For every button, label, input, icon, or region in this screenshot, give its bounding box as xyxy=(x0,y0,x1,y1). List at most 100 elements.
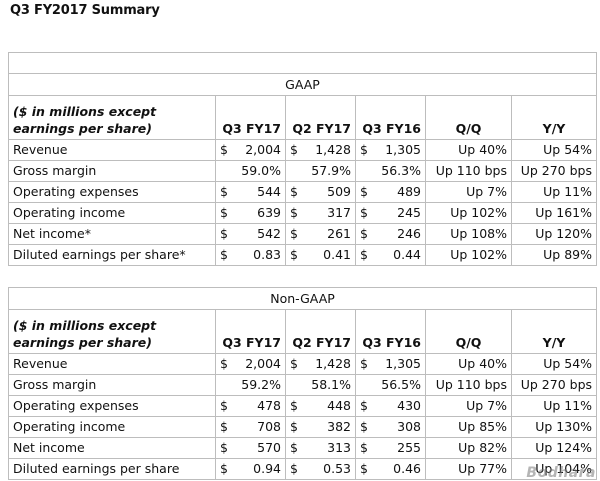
table-row: Gross margin 59.0% 57.9% 56.3% Up 110 bps Up … xyxy=(8,160,597,182)
watermark-logo: Bodhara xyxy=(526,465,596,481)
dollar-sign xyxy=(355,160,376,182)
dollar-sign: $ xyxy=(285,437,306,459)
dollar-sign: $ xyxy=(215,139,236,161)
value-yy: Up 11% xyxy=(510,395,598,417)
value-qq: Up 7% xyxy=(425,395,512,417)
col-qq-header: Q/Q xyxy=(425,309,512,354)
dollar-sign: $ xyxy=(285,458,306,480)
dollar-sign: $ xyxy=(355,223,376,245)
row-label: Diluted earnings per share xyxy=(8,458,216,480)
value-q3fy17: 708 xyxy=(235,416,286,438)
value-q3fy17: 570 xyxy=(235,437,286,459)
table-row: Operating income $708 $382 $308 Up 85% Up 130… xyxy=(8,416,598,438)
value-qq: Up 82% xyxy=(425,437,512,459)
description-header: ($ in millions except earnings per share… xyxy=(8,309,216,354)
dollar-sign: $ xyxy=(215,458,236,480)
table-row: Operating expenses $478 $448 $430 Up 7% Up 11… xyxy=(8,395,598,417)
value-q2fy17: 0.41 xyxy=(305,244,356,266)
dollar-sign: $ xyxy=(355,139,376,161)
row-label: Operating income xyxy=(8,202,216,224)
table-row: Gross margin 59.2% 58.1% 56.5% Up 110 bps Up … xyxy=(8,374,598,396)
value-q3fy16: 489 xyxy=(375,181,426,203)
value-q2fy17: 1,428 xyxy=(305,139,356,161)
value-qq: Up 85% xyxy=(425,416,512,438)
dollar-sign: $ xyxy=(285,223,306,245)
value-qq: Up 7% xyxy=(425,181,512,203)
value-q3fy16: 246 xyxy=(375,223,426,245)
dollar-sign: $ xyxy=(355,437,376,459)
table-row: Revenue $2,004 $1,428 $1,305 Up 40% Up 54% xyxy=(8,353,598,375)
gaap-band-label: GAAP xyxy=(8,73,597,96)
value-q2fy17: 382 xyxy=(305,416,356,438)
value-q3fy17: 2,004 xyxy=(235,353,286,375)
value-yy: Up 104% xyxy=(510,458,598,480)
dollar-sign: $ xyxy=(355,244,376,266)
value-q3fy16: 245 xyxy=(375,202,426,224)
value-q3fy17: 478 xyxy=(235,395,286,417)
value-q3fy16: 255 xyxy=(375,437,426,459)
table-row: Operating income $639 $317 $245 Up 102% Up 16… xyxy=(8,202,597,224)
dollar-sign: $ xyxy=(215,223,236,245)
value-qq: Up 40% xyxy=(425,353,512,375)
col-q3fy17-header: Q3 FY17 xyxy=(215,95,286,140)
nongaap-table: Non-GAAP ($ in millions except earnings … xyxy=(7,287,598,480)
dollar-sign: $ xyxy=(355,416,376,438)
dollar-sign: $ xyxy=(355,202,376,224)
value-q2fy17: 509 xyxy=(305,181,356,203)
row-label: Net income xyxy=(8,437,216,459)
dollar-sign: $ xyxy=(355,395,376,417)
table-row: Revenue $2,004 $1,428 $1,305 Up 40% Up 54% xyxy=(8,139,597,161)
description-header: ($ in millions except earnings per share… xyxy=(8,95,216,140)
dollar-sign: $ xyxy=(215,416,236,438)
value-q2fy17: 317 xyxy=(305,202,356,224)
value-q3fy17: 59.2% xyxy=(235,374,286,396)
value-q3fy17: 639 xyxy=(235,202,286,224)
dollar-sign: $ xyxy=(285,353,306,375)
value-qq: Up 108% xyxy=(425,223,512,245)
dollar-sign: $ xyxy=(215,437,236,459)
value-q2fy17: 0.53 xyxy=(305,458,356,480)
value-q3fy17: 2,004 xyxy=(235,139,286,161)
row-label: Gross margin xyxy=(8,374,216,396)
col-q3fy17-header: Q3 FY17 xyxy=(215,309,286,354)
value-q2fy17: 1,428 xyxy=(305,353,356,375)
value-q3fy17: 59.0% xyxy=(235,160,286,182)
dollar-sign: $ xyxy=(285,244,306,266)
value-qq: Up 102% xyxy=(425,244,512,266)
value-yy: Up 89% xyxy=(511,244,597,266)
value-q3fy16: 0.46 xyxy=(375,458,426,480)
col-qq-header: Q/Q xyxy=(425,95,512,140)
dollar-sign: $ xyxy=(215,353,236,375)
table-row: Diluted earnings per share $0.94 $0.53 $0.4… xyxy=(8,458,598,480)
dollar-sign xyxy=(355,374,376,396)
value-q3fy17: 0.83 xyxy=(235,244,286,266)
col-q2fy17-header: Q2 FY17 xyxy=(285,95,356,140)
dollar-sign xyxy=(215,160,236,182)
dollar-sign: $ xyxy=(355,353,376,375)
dollar-sign: $ xyxy=(215,181,236,203)
gaap-blank-row xyxy=(8,52,597,74)
value-q2fy17: 57.9% xyxy=(305,160,356,182)
value-qq: Up 102% xyxy=(425,202,512,224)
table-row: Net income* $542 $261 $246 Up 108% Up 120% xyxy=(8,223,597,245)
dollar-sign: $ xyxy=(215,395,236,417)
value-q3fy17: 542 xyxy=(235,223,286,245)
page-title: Q3 FY2017 Summary xyxy=(10,3,160,18)
value-q3fy16: 56.3% xyxy=(375,160,426,182)
value-q3fy16: 1,305 xyxy=(375,139,426,161)
dollar-sign xyxy=(285,374,306,396)
value-qq: Up 77% xyxy=(425,458,512,480)
row-label: Operating expenses xyxy=(8,395,216,417)
value-yy: Up 130% xyxy=(510,416,598,438)
row-label: Revenue xyxy=(8,139,216,161)
value-yy: Up 161% xyxy=(511,202,597,224)
table-row: Operating expenses $544 $509 $489 Up 7% Up 11… xyxy=(8,181,597,203)
value-yy: Up 11% xyxy=(511,181,597,203)
dollar-sign: $ xyxy=(285,139,306,161)
col-q3fy16-header: Q3 FY16 xyxy=(355,309,426,354)
table-row: Net income $570 $313 $255 Up 82% Up 124% xyxy=(8,437,598,459)
value-q2fy17: 448 xyxy=(305,395,356,417)
value-q3fy16: 308 xyxy=(375,416,426,438)
value-qq: Up 110 bps xyxy=(425,374,512,396)
dollar-sign: $ xyxy=(285,181,306,203)
